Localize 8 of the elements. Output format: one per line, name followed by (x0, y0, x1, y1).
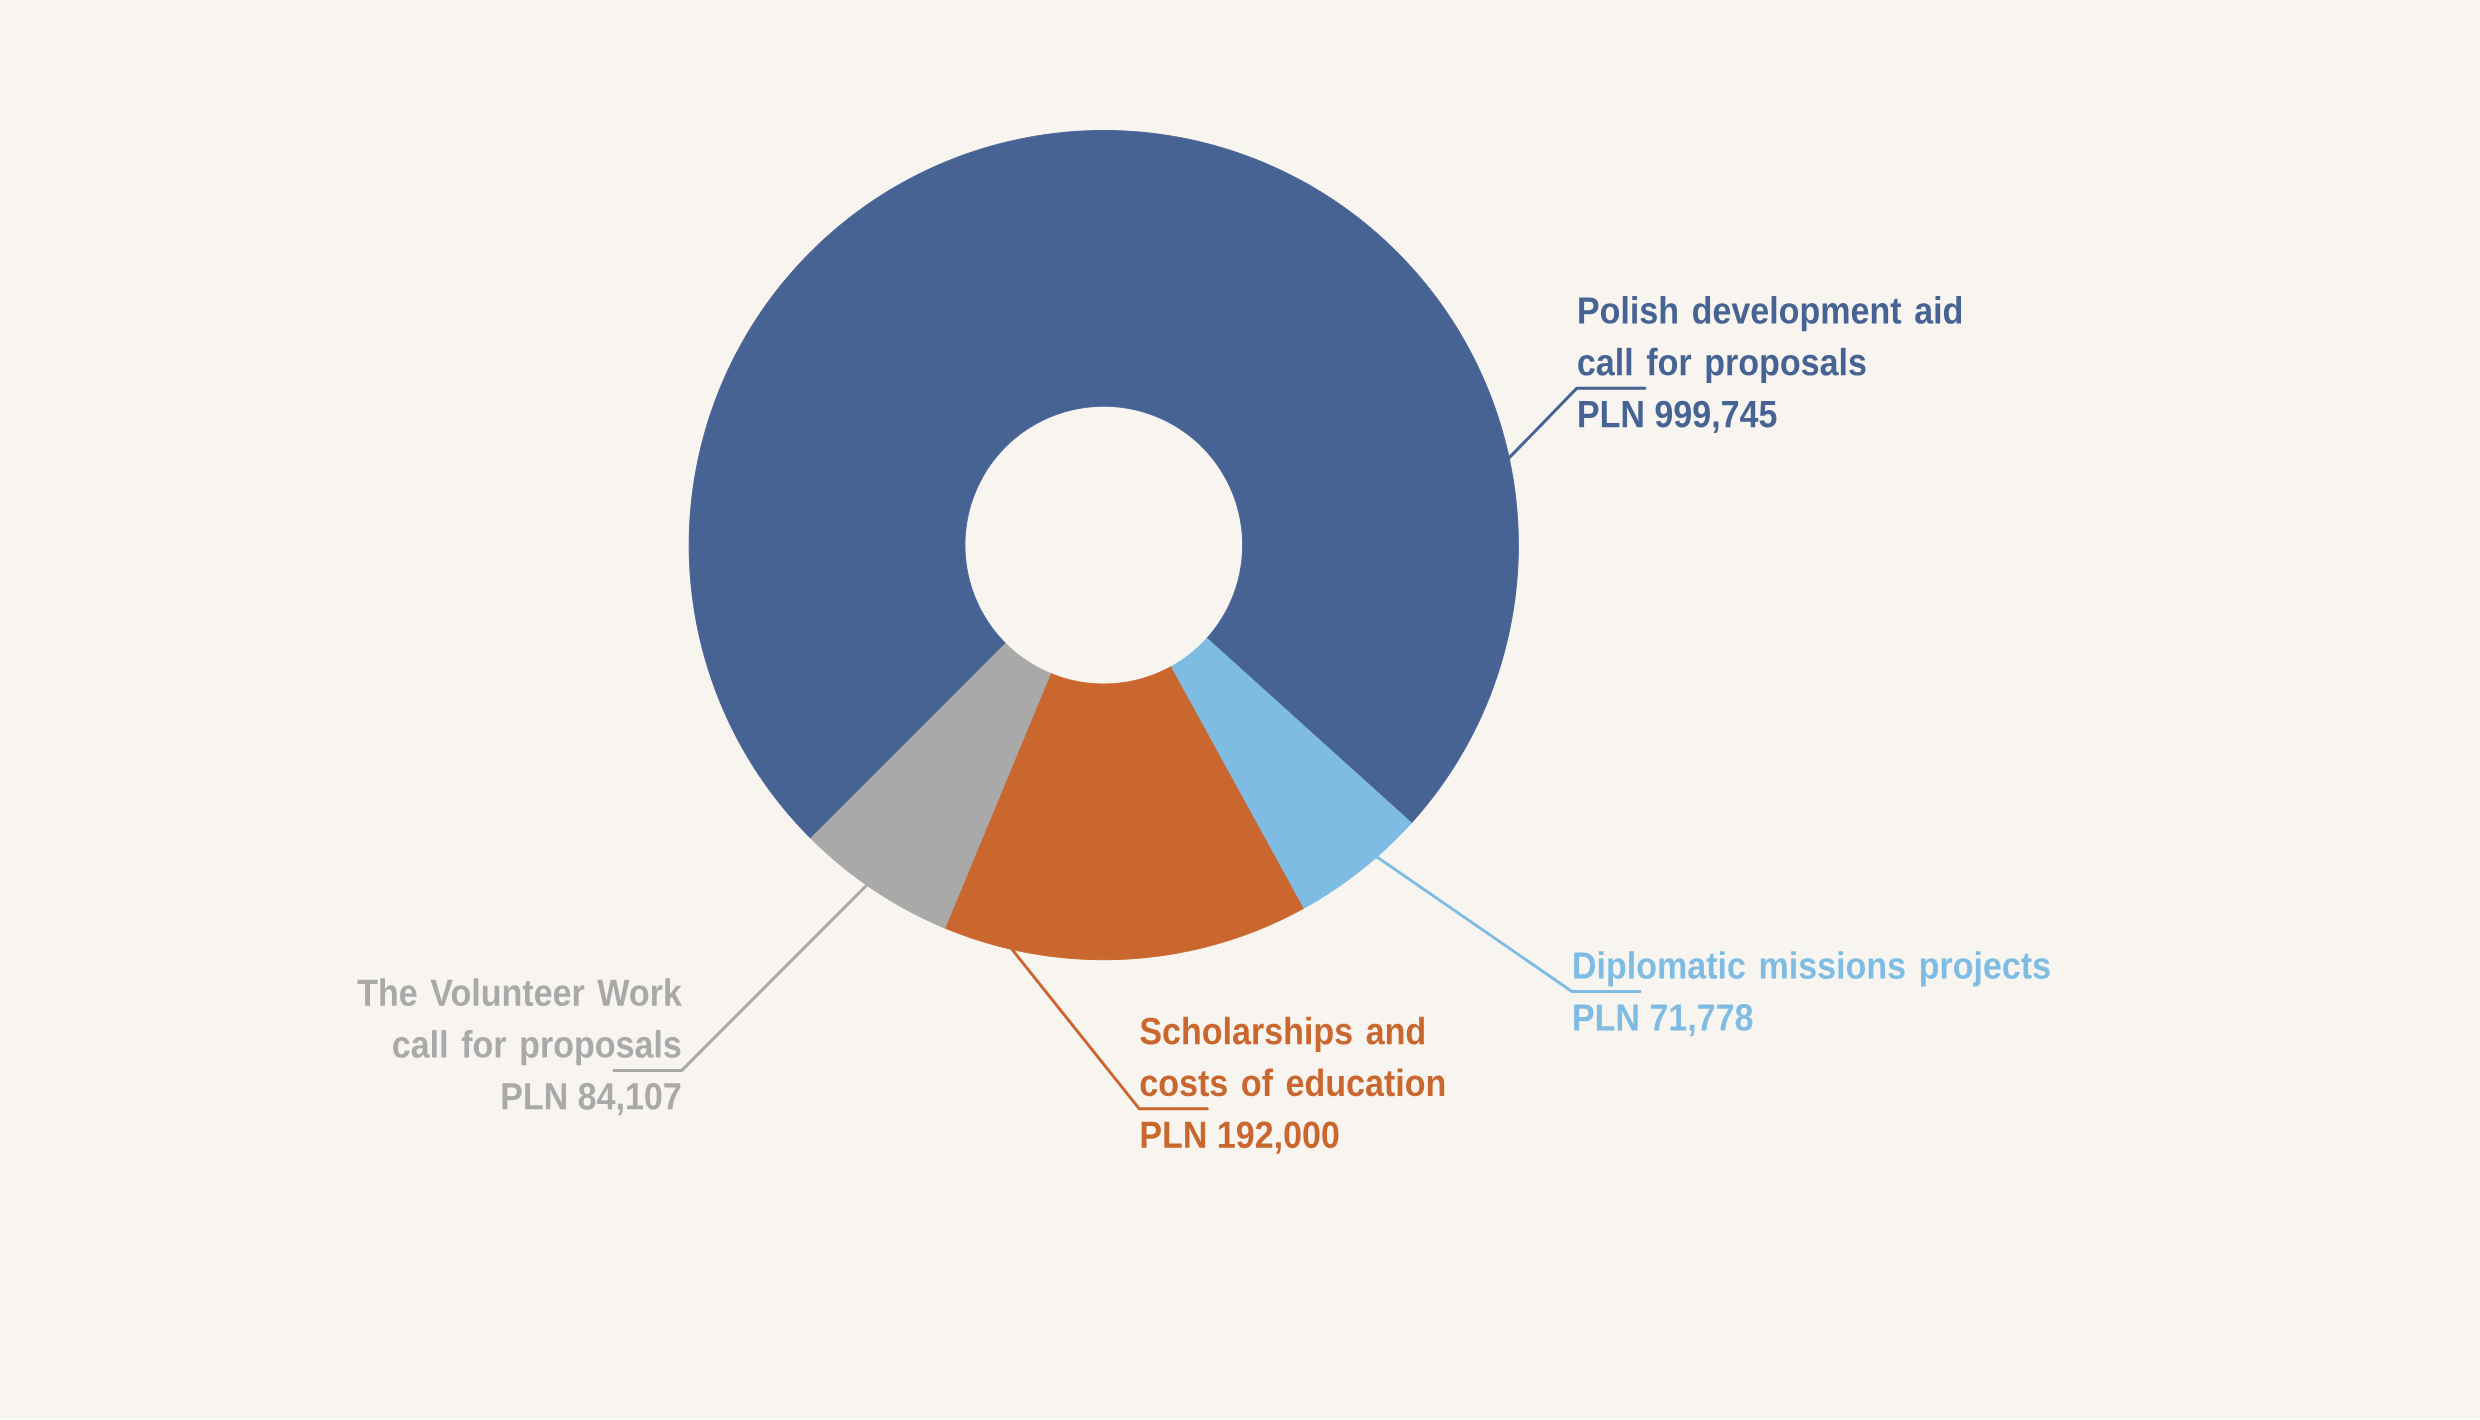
data-label: PLN 192,000 (1141, 1121, 1339, 1154)
slice-label: Polish development aid call for proposals (1578, 296, 1962, 384)
data-label: PLN 999,745 (1579, 400, 1777, 434)
slice-label: Scholarships and costs of education (1140, 1016, 1445, 1097)
slice-label: The Volunteer Work call for proposals (357, 978, 682, 1066)
slice-label: Diplomatic missions projects (1574, 951, 2050, 987)
data-label: PLN 71,778 (1574, 1004, 1753, 1037)
data-label: PLN 84,107 (502, 1083, 681, 1116)
